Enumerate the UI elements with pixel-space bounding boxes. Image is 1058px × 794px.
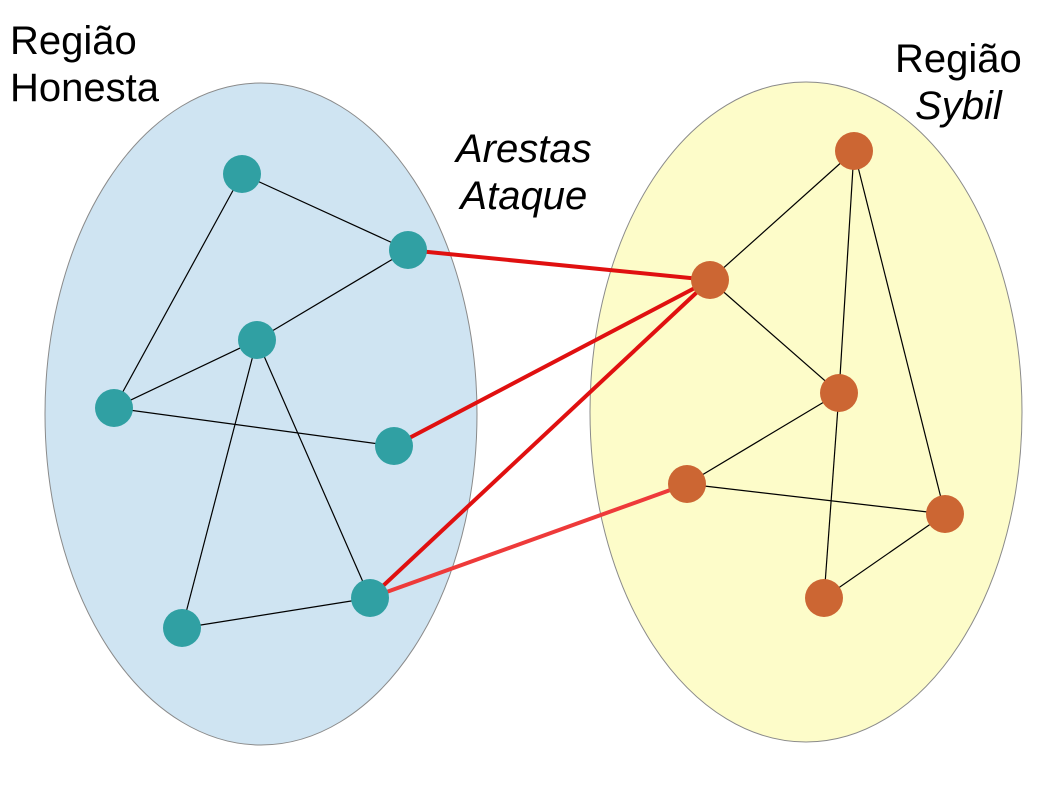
honest-node-h2 (389, 231, 427, 269)
sybil-node-s4 (668, 465, 706, 503)
attack-edge-h2-s2 (407, 248, 711, 282)
honest-edge-h3-h4 (113, 339, 258, 409)
attack-edges-label: Arestas Ataque (456, 126, 592, 220)
honest-edge-h6-h7 (181, 597, 371, 629)
attack-edge-h7-s2 (368, 278, 712, 600)
honest-edge-h1-h4 (113, 173, 243, 409)
sybil-edge-s1-s5 (853, 150, 946, 515)
honest-edge-h3-h7 (256, 339, 371, 599)
honest-edge-h3-h6 (181, 339, 258, 629)
sybil-edge-s1-s2 (709, 150, 855, 281)
sybil-edge-s5-s6 (823, 513, 946, 599)
sybil-node-s3 (820, 374, 858, 412)
sybil-node-s5 (926, 495, 964, 533)
sybil-edge-s1-s3 (838, 150, 855, 394)
honest-node-h3 (238, 321, 276, 359)
sybil-region (589, 81, 1023, 743)
honest-node-h7 (351, 579, 389, 617)
sybil-edge-s2-s3 (709, 279, 840, 394)
edges-layer (113, 150, 946, 629)
sybil-region-label: Região Sybil (895, 36, 1022, 130)
honest-edge-h1-h2 (241, 173, 409, 251)
honest-node-h6 (163, 609, 201, 647)
honest-node-h4 (95, 389, 133, 427)
honest-node-h5 (375, 427, 413, 465)
sybil-region-label-line1: Região (895, 37, 1022, 81)
sybil-node-s1 (835, 132, 873, 170)
sybil-node-s2 (691, 261, 729, 299)
sybil-edge-s3-s4 (686, 392, 840, 485)
sybil-edge-s3-s6 (823, 392, 840, 599)
honest-node-h1 (223, 155, 261, 193)
attack-edge-h7-s4 (369, 482, 688, 600)
honest-edge-h4-h5 (113, 407, 395, 447)
attack-edges-label-line1: Arestas (456, 127, 592, 171)
attack-edges-label-line2: Ataque (460, 174, 588, 218)
nodes-layer (95, 132, 964, 647)
honest-region-label: Região Honesta (10, 18, 159, 112)
attack-edge-h5-s2 (393, 278, 711, 448)
sybil-edge-s4-s5 (686, 483, 946, 515)
honest-region-label-line1: Região (10, 19, 137, 63)
honest-region-label-line2: Honesta (10, 66, 159, 110)
sybil-node-s6 (805, 579, 843, 617)
honest-edge-h2-h3 (256, 249, 409, 341)
sybil-region-label-line2: Sybil (915, 84, 1002, 128)
